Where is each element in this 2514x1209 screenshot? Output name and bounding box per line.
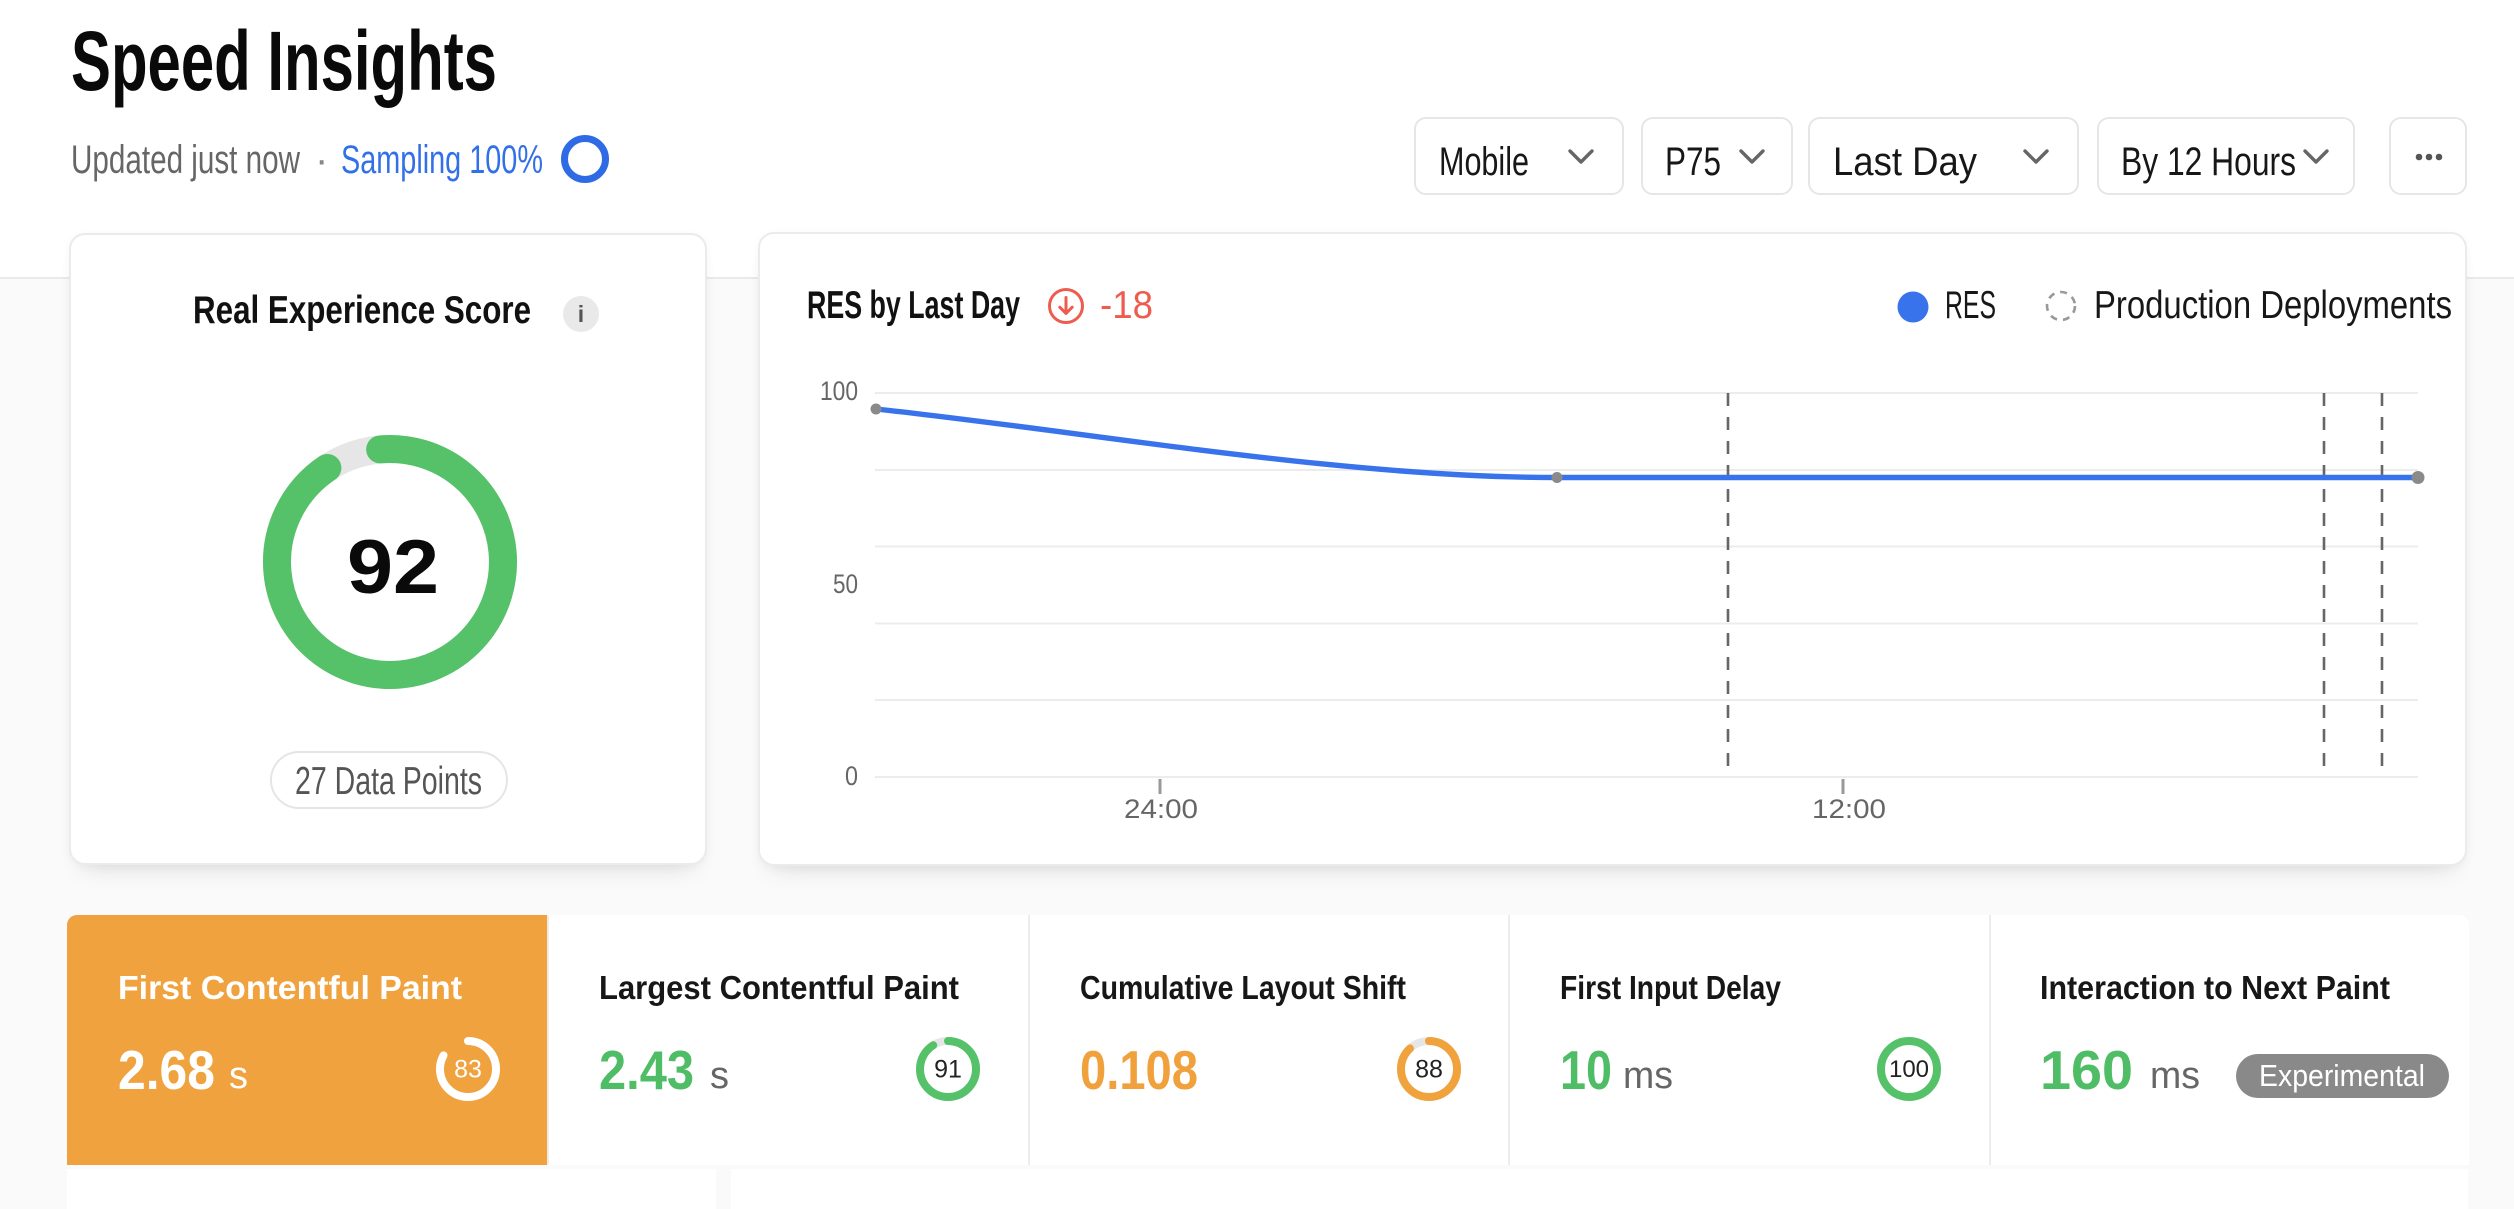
svg-text:83: 83 <box>454 1056 482 1084</box>
svg-text:100: 100 <box>1889 1056 1929 1083</box>
svg-text:91: 91 <box>934 1056 962 1084</box>
svg-text:88: 88 <box>1415 1056 1443 1084</box>
